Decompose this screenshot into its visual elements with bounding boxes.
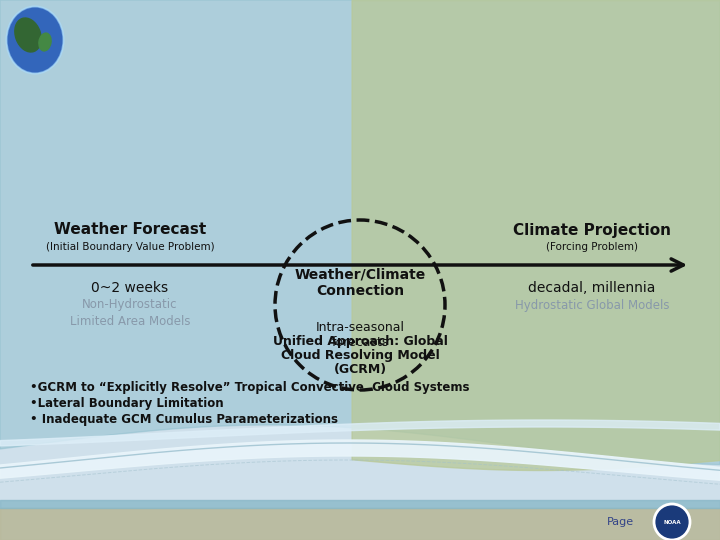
Circle shape bbox=[654, 504, 690, 540]
Text: Intra-seasonal
forecasts: Intra-seasonal forecasts bbox=[315, 321, 405, 349]
Text: •Lateral Boundary Limitation: •Lateral Boundary Limitation bbox=[30, 397, 224, 410]
Text: 0~2 weeks: 0~2 weeks bbox=[91, 281, 168, 295]
Text: Page: Page bbox=[606, 517, 634, 527]
Text: (Initial Boundary Value Problem): (Initial Boundary Value Problem) bbox=[45, 242, 215, 252]
Text: Weather Forecast: Weather Forecast bbox=[54, 222, 206, 238]
Text: Hydrostatic Global Models: Hydrostatic Global Models bbox=[515, 299, 670, 312]
Text: NOAA: NOAA bbox=[663, 519, 681, 524]
Text: Non-Hydrostatic
Limited Area Models: Non-Hydrostatic Limited Area Models bbox=[70, 298, 190, 328]
Ellipse shape bbox=[39, 33, 51, 51]
Text: Weather/Climate
Connection: Weather/Climate Connection bbox=[294, 268, 426, 298]
Text: (GCRM): (GCRM) bbox=[333, 363, 387, 376]
Text: • Inadequate GCM Cumulus Parameterizations: • Inadequate GCM Cumulus Parameterizatio… bbox=[30, 414, 338, 427]
Text: Cloud Resolving Model: Cloud Resolving Model bbox=[281, 349, 439, 362]
Text: Unified Approach: Global: Unified Approach: Global bbox=[273, 335, 447, 348]
Ellipse shape bbox=[7, 8, 63, 72]
Ellipse shape bbox=[15, 18, 41, 52]
Text: •GCRM to “Explicitly Resolve” Tropical Convective  Cloud Systems: •GCRM to “Explicitly Resolve” Tropical C… bbox=[30, 381, 469, 395]
Text: Climate Projection: Climate Projection bbox=[513, 222, 671, 238]
Text: decadal, millennia: decadal, millennia bbox=[528, 281, 656, 295]
Text: (Forcing Problem): (Forcing Problem) bbox=[546, 242, 638, 252]
